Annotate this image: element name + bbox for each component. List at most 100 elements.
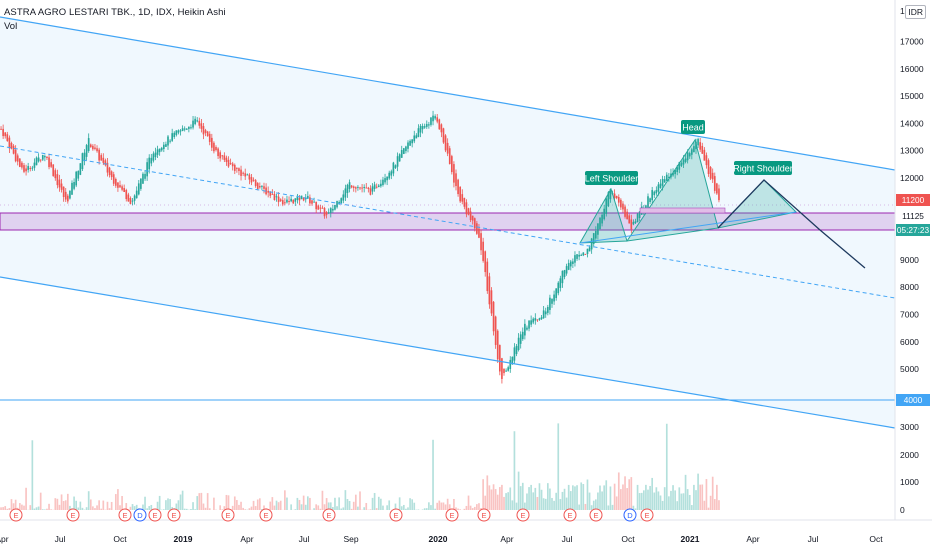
- currency-button[interactable]: IDR: [905, 5, 926, 19]
- volume-bar: [436, 502, 439, 510]
- candle-body: [160, 147, 163, 151]
- candle-body: [137, 183, 140, 195]
- candle-body: [590, 238, 593, 250]
- candle-body: [436, 117, 439, 122]
- channel-midline: [0, 145, 896, 299]
- volume-bar: [315, 504, 318, 510]
- last-price-label: 11200: [896, 194, 930, 206]
- volume-bar: [438, 500, 441, 510]
- volume-bar: [258, 498, 261, 510]
- volume-bar: [455, 507, 457, 510]
- dividend-marker: D: [133, 508, 147, 522]
- head-triangle: [625, 138, 719, 242]
- volume-bar: [572, 485, 574, 510]
- volume-bar: [64, 500, 67, 510]
- candle-body: [586, 248, 589, 254]
- candle-body: [271, 193, 274, 195]
- volume-bar: [10, 499, 13, 510]
- candle-body: [4, 132, 7, 137]
- candle-body: [576, 254, 578, 259]
- candle-body: [85, 145, 88, 157]
- candle-body: [713, 176, 716, 191]
- volume-bar: [33, 508, 36, 510]
- volume-bar: [23, 505, 25, 510]
- volume-bar: [348, 501, 351, 510]
- candle-body: [505, 370, 507, 372]
- time-tick-label: Oct: [869, 534, 883, 544]
- marker-letter: E: [481, 511, 486, 520]
- volume-bar: [400, 506, 403, 510]
- neckline: [579, 211, 797, 244]
- volume-bar: [380, 498, 382, 510]
- dividend-marker: D: [623, 508, 637, 522]
- volume-bar: [252, 500, 255, 510]
- volume-bar: [386, 505, 388, 510]
- volume-bar: [14, 499, 17, 510]
- volume-bar: [538, 483, 541, 510]
- time-tick-label: Oct: [621, 534, 635, 544]
- candle-body: [142, 173, 144, 184]
- candle-body: [453, 164, 455, 183]
- volume-bar: [634, 508, 637, 510]
- price-tick-label: 14000: [900, 118, 924, 128]
- volume-bar: [626, 488, 628, 510]
- support-level-label-bg: [896, 394, 930, 406]
- candle-body: [503, 368, 505, 374]
- volume-bar: [81, 507, 84, 510]
- candle-body: [69, 190, 71, 199]
- labels: Left Shoulder Head Right Shoulder 11200 1112…: [585, 120, 930, 406]
- candle-body: [526, 327, 528, 330]
- marker-letter: E: [171, 511, 176, 520]
- candle-body: [236, 167, 238, 169]
- candle-body: [599, 217, 601, 230]
- candle-body: [392, 162, 395, 174]
- candle-body: [359, 187, 361, 189]
- candle-body: [27, 166, 30, 170]
- volume-bar: [148, 506, 151, 510]
- candle-body: [513, 347, 516, 361]
- candle-body: [597, 223, 599, 235]
- volume-bar: [674, 490, 676, 510]
- candle-body: [2, 128, 4, 137]
- volume-bar: [244, 509, 247, 510]
- marker-circle: [477, 508, 491, 522]
- volume-bar: [114, 494, 117, 510]
- volume-bar: [240, 501, 242, 510]
- candle-body: [284, 202, 286, 204]
- candle-body: [29, 167, 32, 169]
- candle-body: [507, 367, 510, 371]
- volume-bar: [482, 479, 484, 510]
- candle-body: [703, 149, 706, 161]
- candle-body: [665, 174, 668, 181]
- volume-bar: [117, 489, 119, 510]
- candle-body: [419, 125, 422, 133]
- candle-body: [432, 115, 434, 122]
- volume-bar: [75, 500, 78, 510]
- volume-bar: [238, 504, 240, 510]
- candle-body: [386, 176, 388, 181]
- volume-bar: [421, 509, 424, 510]
- candle-body: [684, 158, 687, 163]
- candle-body: [396, 156, 399, 167]
- volume-bar: [559, 499, 562, 510]
- price-tick-label: 5000: [900, 364, 919, 374]
- volume-bar: [409, 498, 411, 510]
- candle-body: [277, 196, 280, 203]
- candle-body: [338, 201, 340, 205]
- volume-bar: [622, 484, 624, 510]
- volume-bar: [85, 507, 88, 510]
- candle-body: [46, 156, 48, 158]
- candle-body: [544, 311, 547, 315]
- volume-bar: [223, 506, 226, 510]
- volume-bar: [505, 493, 507, 510]
- volume-bar: [590, 505, 593, 510]
- candle-body: [390, 171, 393, 176]
- volume-bar: [688, 494, 691, 510]
- candle-body: [16, 155, 19, 162]
- volume-bar: [509, 487, 512, 510]
- candle-body: [23, 165, 25, 172]
- candle-body: [434, 116, 436, 119]
- price-tick-label: 9000: [900, 255, 919, 265]
- candle-body: [628, 215, 631, 224]
